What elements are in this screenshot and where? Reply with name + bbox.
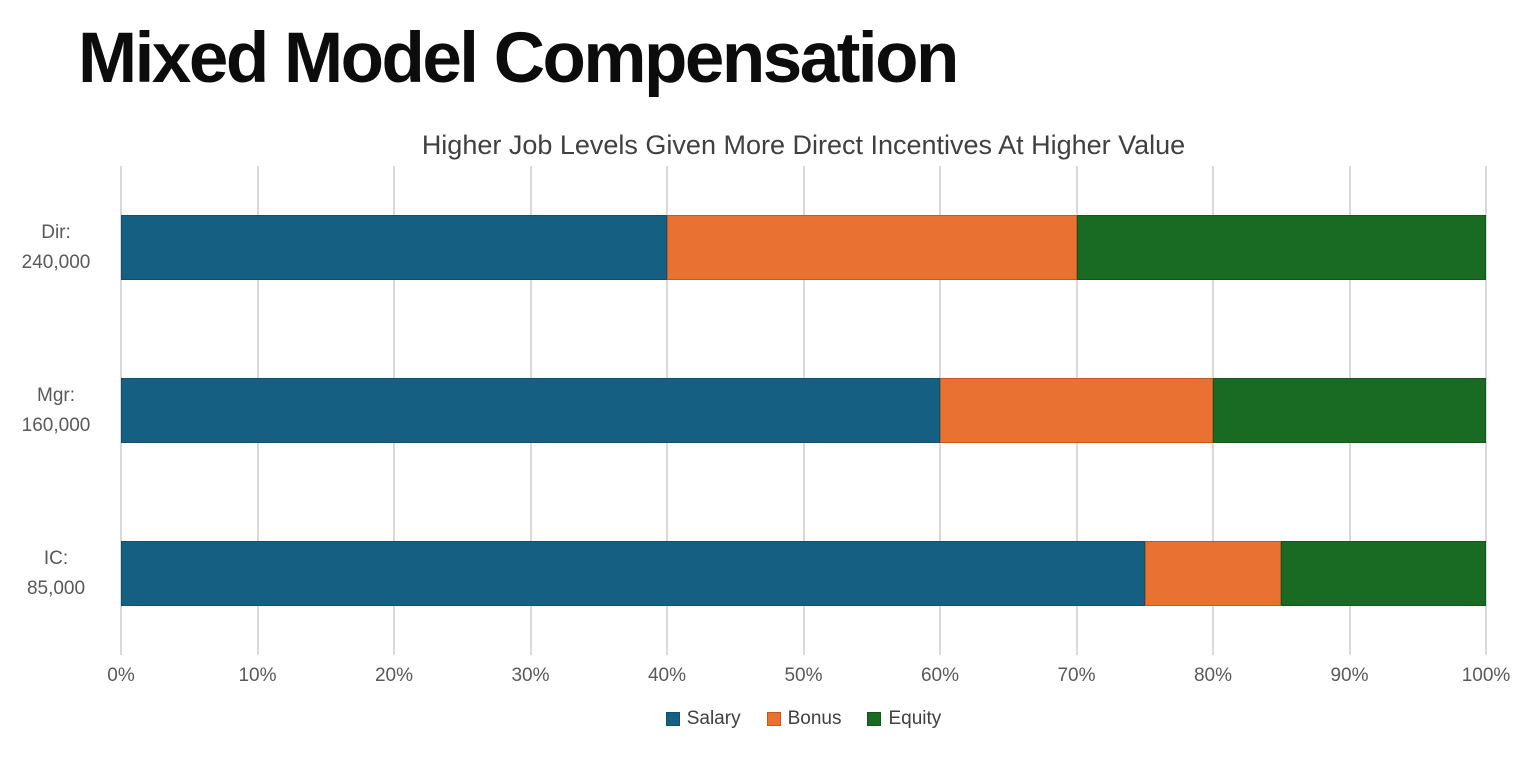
bar-segment-mgr-equity — [1213, 378, 1486, 443]
category-label-line: Dir: — [41, 221, 71, 243]
bar-segment-ic-equity — [1281, 541, 1486, 606]
gridline-100% — [1485, 166, 1487, 655]
category-label-mgr: Mgr: 160,000 — [0, 381, 112, 441]
bar-segment-ic-salary — [121, 541, 1145, 606]
x-tick-label-70%: 70% — [1057, 665, 1096, 686]
page-title: Mixed Model Compensation — [78, 19, 959, 98]
legend-label-bonus: Bonus — [787, 708, 842, 729]
category-label-line: 85,000 — [26, 577, 86, 599]
category-label-line: 160,000 — [21, 414, 91, 436]
bar-segment-dir-salary — [121, 215, 667, 280]
x-tick-label-100%: 100% — [1461, 665, 1511, 686]
legend-marker-equity — [867, 712, 882, 726]
bar-row-dir — [121, 215, 1486, 280]
chart-title: Higher Job Levels Given More Direct Ince… — [421, 130, 1186, 160]
legend-marker-salary — [665, 712, 680, 726]
legend: Salary Bonus Equity — [121, 708, 1486, 730]
legend-item-equity: Equity — [867, 708, 941, 730]
legend-label-equity: Equity — [888, 708, 942, 729]
legend-marker-bonus — [766, 712, 781, 726]
x-tick-label-60%: 60% — [920, 665, 960, 686]
x-tick-label-90%: 90% — [1330, 665, 1369, 686]
bar-row-ic — [121, 541, 1486, 606]
bar-segment-dir-bonus — [667, 215, 1077, 280]
bar-row-mgr — [121, 378, 1486, 443]
category-label-line: Mgr: — [37, 384, 75, 406]
x-tick-label-50%: 50% — [784, 665, 823, 686]
bar-segment-dir-equity — [1076, 215, 1486, 280]
legend-item-salary: Salary — [665, 708, 741, 730]
plot-area — [120, 166, 1487, 655]
x-tick-label-40%: 40% — [647, 665, 687, 686]
category-label-line: 240,000 — [21, 251, 91, 273]
x-tick-label-20%: 20% — [374, 665, 414, 686]
bar-segment-ic-bonus — [1144, 541, 1282, 606]
category-label-ic: IC: 85,000 — [0, 544, 112, 604]
x-tick-label-30%: 30% — [511, 665, 550, 686]
category-label-line: IC: — [43, 547, 69, 569]
bar-segment-mgr-salary — [121, 378, 940, 443]
x-tick-label-10%: 10% — [238, 665, 277, 686]
bar-segment-mgr-bonus — [940, 378, 1213, 443]
x-tick-label-0%: 0% — [107, 665, 135, 686]
x-tick-label-80%: 80% — [1193, 665, 1233, 686]
legend-label-salary: Salary — [686, 708, 741, 729]
legend-item-bonus: Bonus — [766, 708, 842, 730]
category-label-dir: Dir: 240,000 — [0, 218, 112, 278]
